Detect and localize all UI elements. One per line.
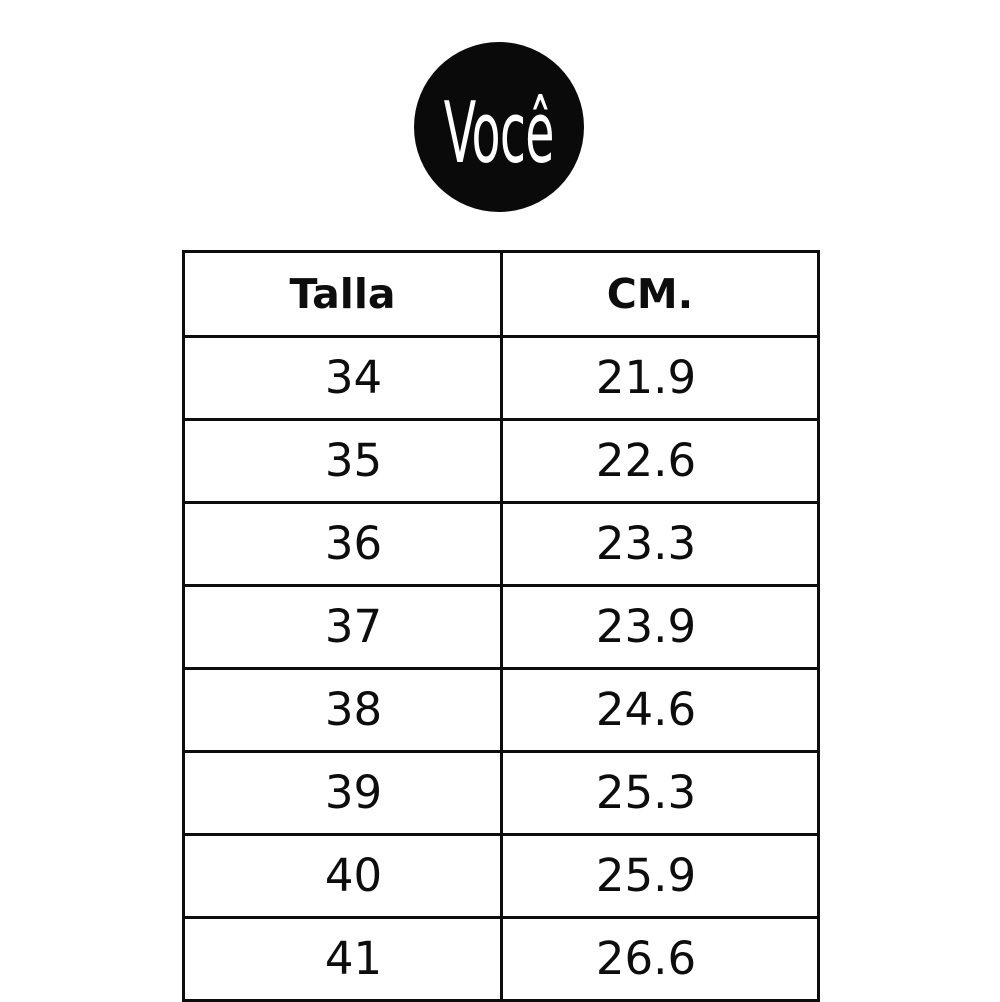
table-row: 40 25.9	[182, 833, 820, 919]
table-row: 39 25.3	[182, 750, 820, 836]
table-row: 35 22.6	[182, 418, 820, 504]
column-header-cm: CM.	[500, 250, 820, 338]
cell-cm: 26.6	[500, 916, 820, 1002]
table-row: 34 21.9	[182, 335, 820, 421]
cell-talla: 39	[182, 750, 503, 836]
cell-talla: 36	[182, 501, 503, 587]
brand-wordmark: Você	[443, 83, 555, 183]
table-row: 37 23.9	[182, 584, 820, 670]
cell-cm: 24.6	[500, 667, 820, 753]
brand-logo-badge: Você	[414, 42, 584, 212]
cell-talla: 35	[182, 418, 503, 504]
column-header-talla: Talla	[182, 250, 503, 338]
cell-cm: 23.9	[500, 584, 820, 670]
table-row: 38 24.6	[182, 667, 820, 753]
table-body: 34 21.9 35 22.6 36 23.3 37 23.9 38 24.6 39 25.3 40 25…	[182, 335, 820, 1002]
cell-talla: 37	[182, 584, 503, 670]
cell-cm: 23.3	[500, 501, 820, 587]
cell-cm: 25.9	[500, 833, 820, 919]
cell-talla: 40	[182, 833, 503, 919]
cell-cm: 21.9	[500, 335, 820, 421]
cell-cm: 25.3	[500, 750, 820, 836]
size-chart-table: Talla CM. 34 21.9 35 22.6 36 23.3 37 23.9 38 24.6…	[182, 250, 820, 1002]
brand-logo-area: Você	[0, 0, 1000, 240]
table-header-row: Talla CM.	[182, 250, 820, 338]
cell-talla: 34	[182, 335, 503, 421]
cell-talla: 38	[182, 667, 503, 753]
cell-talla: 41	[182, 916, 503, 1002]
table-header: Talla CM.	[182, 250, 820, 338]
table-row: 41 26.6	[182, 916, 820, 1002]
table-row: 36 23.3	[182, 501, 820, 587]
cell-cm: 22.6	[500, 418, 820, 504]
